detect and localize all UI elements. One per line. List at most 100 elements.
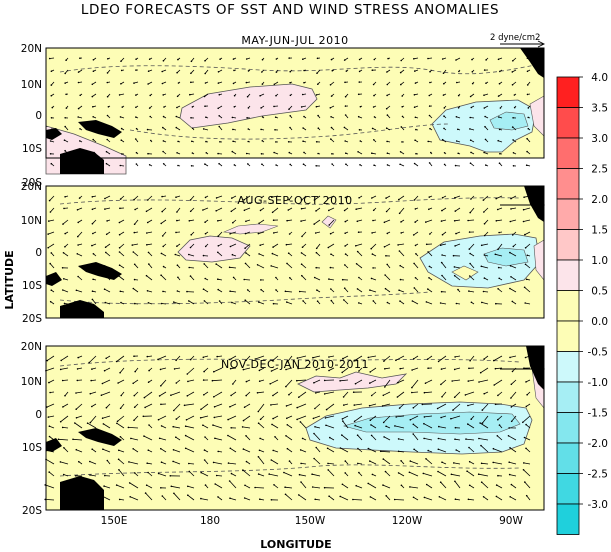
wind-vector [245,391,251,396]
wind-vector [188,300,195,305]
wind-vector [440,243,447,246]
wind-vector-head [202,288,205,291]
wind-vector-head [352,391,355,394]
wind-vector-head [62,498,65,500]
wind-vector-head [104,474,106,477]
wind-vector-head [172,425,174,428]
wind-vector [469,355,475,361]
wind-vector-head [525,405,528,408]
wind-vector [244,243,251,249]
wind-vector [271,265,279,269]
wind-vector [357,434,363,441]
wind-vector [119,231,125,236]
wind-vector-head [229,245,232,248]
wind-vector [104,195,111,199]
wind-vector-head [174,253,177,256]
wind-vector-head [441,58,444,60]
wind-vector-head [482,496,485,498]
wind-vector-head [457,107,460,109]
wind-vector [355,243,363,247]
wind-vector-head [467,219,469,222]
wind-vector [441,262,447,269]
wind-vector [454,391,461,398]
wind-vector [160,367,167,370]
wind-vector-head [330,126,333,129]
wind-vector-head [441,209,443,212]
colorbar-swatch [556,137,580,169]
wind-vector-head [385,255,387,257]
wind-vector-head [120,139,123,141]
wind-vector [328,243,335,248]
wind-vector [469,243,475,250]
wind-vector [62,427,69,429]
wind-vector-head [301,437,304,440]
wind-vector [410,460,419,465]
wind-vector [399,300,405,305]
wind-vector-head [260,153,263,155]
wind-vector-head [163,106,165,108]
wind-vector [301,219,307,222]
wind-vector-head [128,461,130,463]
wind-vector-head [133,82,135,84]
wind-vector-head [371,232,373,234]
wind-vector-head [499,70,501,73]
wind-vector-head [315,392,317,394]
wind-vector [270,403,279,406]
wind-vector [63,447,69,453]
wind-vector-head [353,420,356,423]
wind-vector-head [315,247,318,250]
wind-vector-head [439,302,442,304]
wind-vector-head [205,116,207,118]
wind-vector-head [218,300,221,302]
wind-vector-head [183,404,186,407]
wind-vector-head [176,245,178,247]
wind-vector [162,495,167,501]
wind-vector [495,253,503,257]
wind-vector-head [341,278,344,281]
wind-vector [204,459,209,465]
wind-vector-head [229,233,231,235]
wind-vector-head [257,422,260,425]
wind-vector [300,481,307,489]
wind-vector [102,379,111,384]
wind-vector-head [385,210,388,213]
wind-vector-head [90,265,93,268]
wind-vector-head [327,462,329,465]
wind-vector-head [230,394,232,397]
wind-vector-head [146,355,149,358]
wind-vector-head [275,276,277,279]
wind-vector-head [413,94,416,96]
wind-vector [341,367,349,373]
island-landmass [46,272,62,286]
wind-vector [296,415,307,420]
wind-vector-head [149,115,151,118]
wind-vector-head [92,106,94,108]
wind-vector-head [316,72,318,74]
wind-vector [120,403,125,409]
wind-vector-head [173,492,175,495]
wind-vector-head [493,384,496,386]
wind-vector [257,403,265,412]
wind-vector [509,355,517,358]
wind-vector-head [466,470,468,473]
wind-vector-head [469,162,472,164]
wind-vector-head [484,125,486,128]
wind-vector-head [483,254,486,256]
wind-vector [160,448,167,453]
wind-vector-head [469,211,472,214]
wind-vector-head [261,83,264,85]
wind-vector [315,498,321,501]
wind-vector-head [467,423,469,425]
wind-vector-head [412,423,415,426]
wind-vector-head [373,94,375,97]
wind-vector-head [258,301,260,303]
wind-vector [271,424,279,429]
wind-vector [287,219,293,222]
wind-vector-head [398,289,400,292]
wind-vector-head [329,436,331,439]
wind-vector [301,252,307,257]
wind-vector-head [299,449,302,451]
wind-vector-head [358,302,360,304]
wind-vector [230,243,237,247]
colorbar-label: -2.5 [588,469,609,481]
